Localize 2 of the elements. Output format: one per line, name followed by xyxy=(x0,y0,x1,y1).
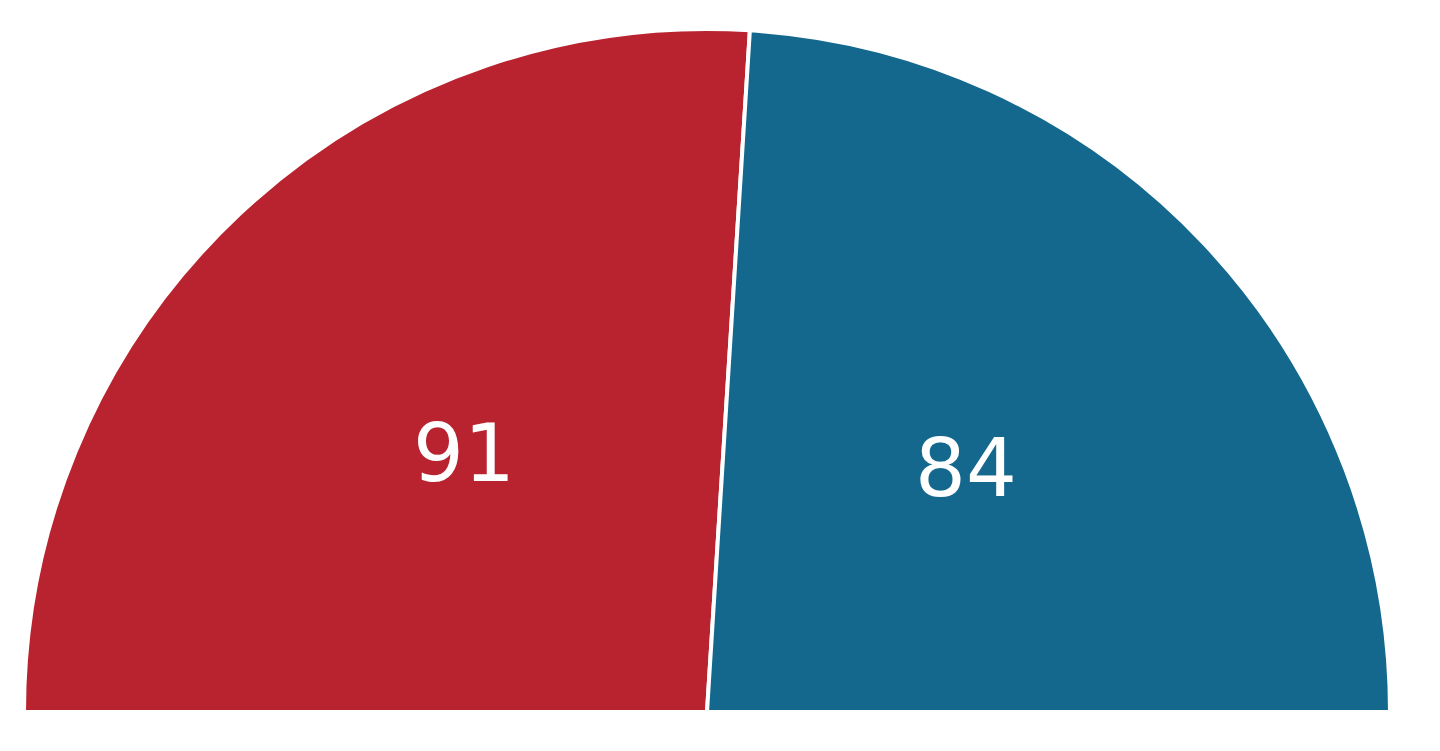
data-label: 91 xyxy=(412,406,515,500)
data-label: 84 xyxy=(915,422,1017,516)
